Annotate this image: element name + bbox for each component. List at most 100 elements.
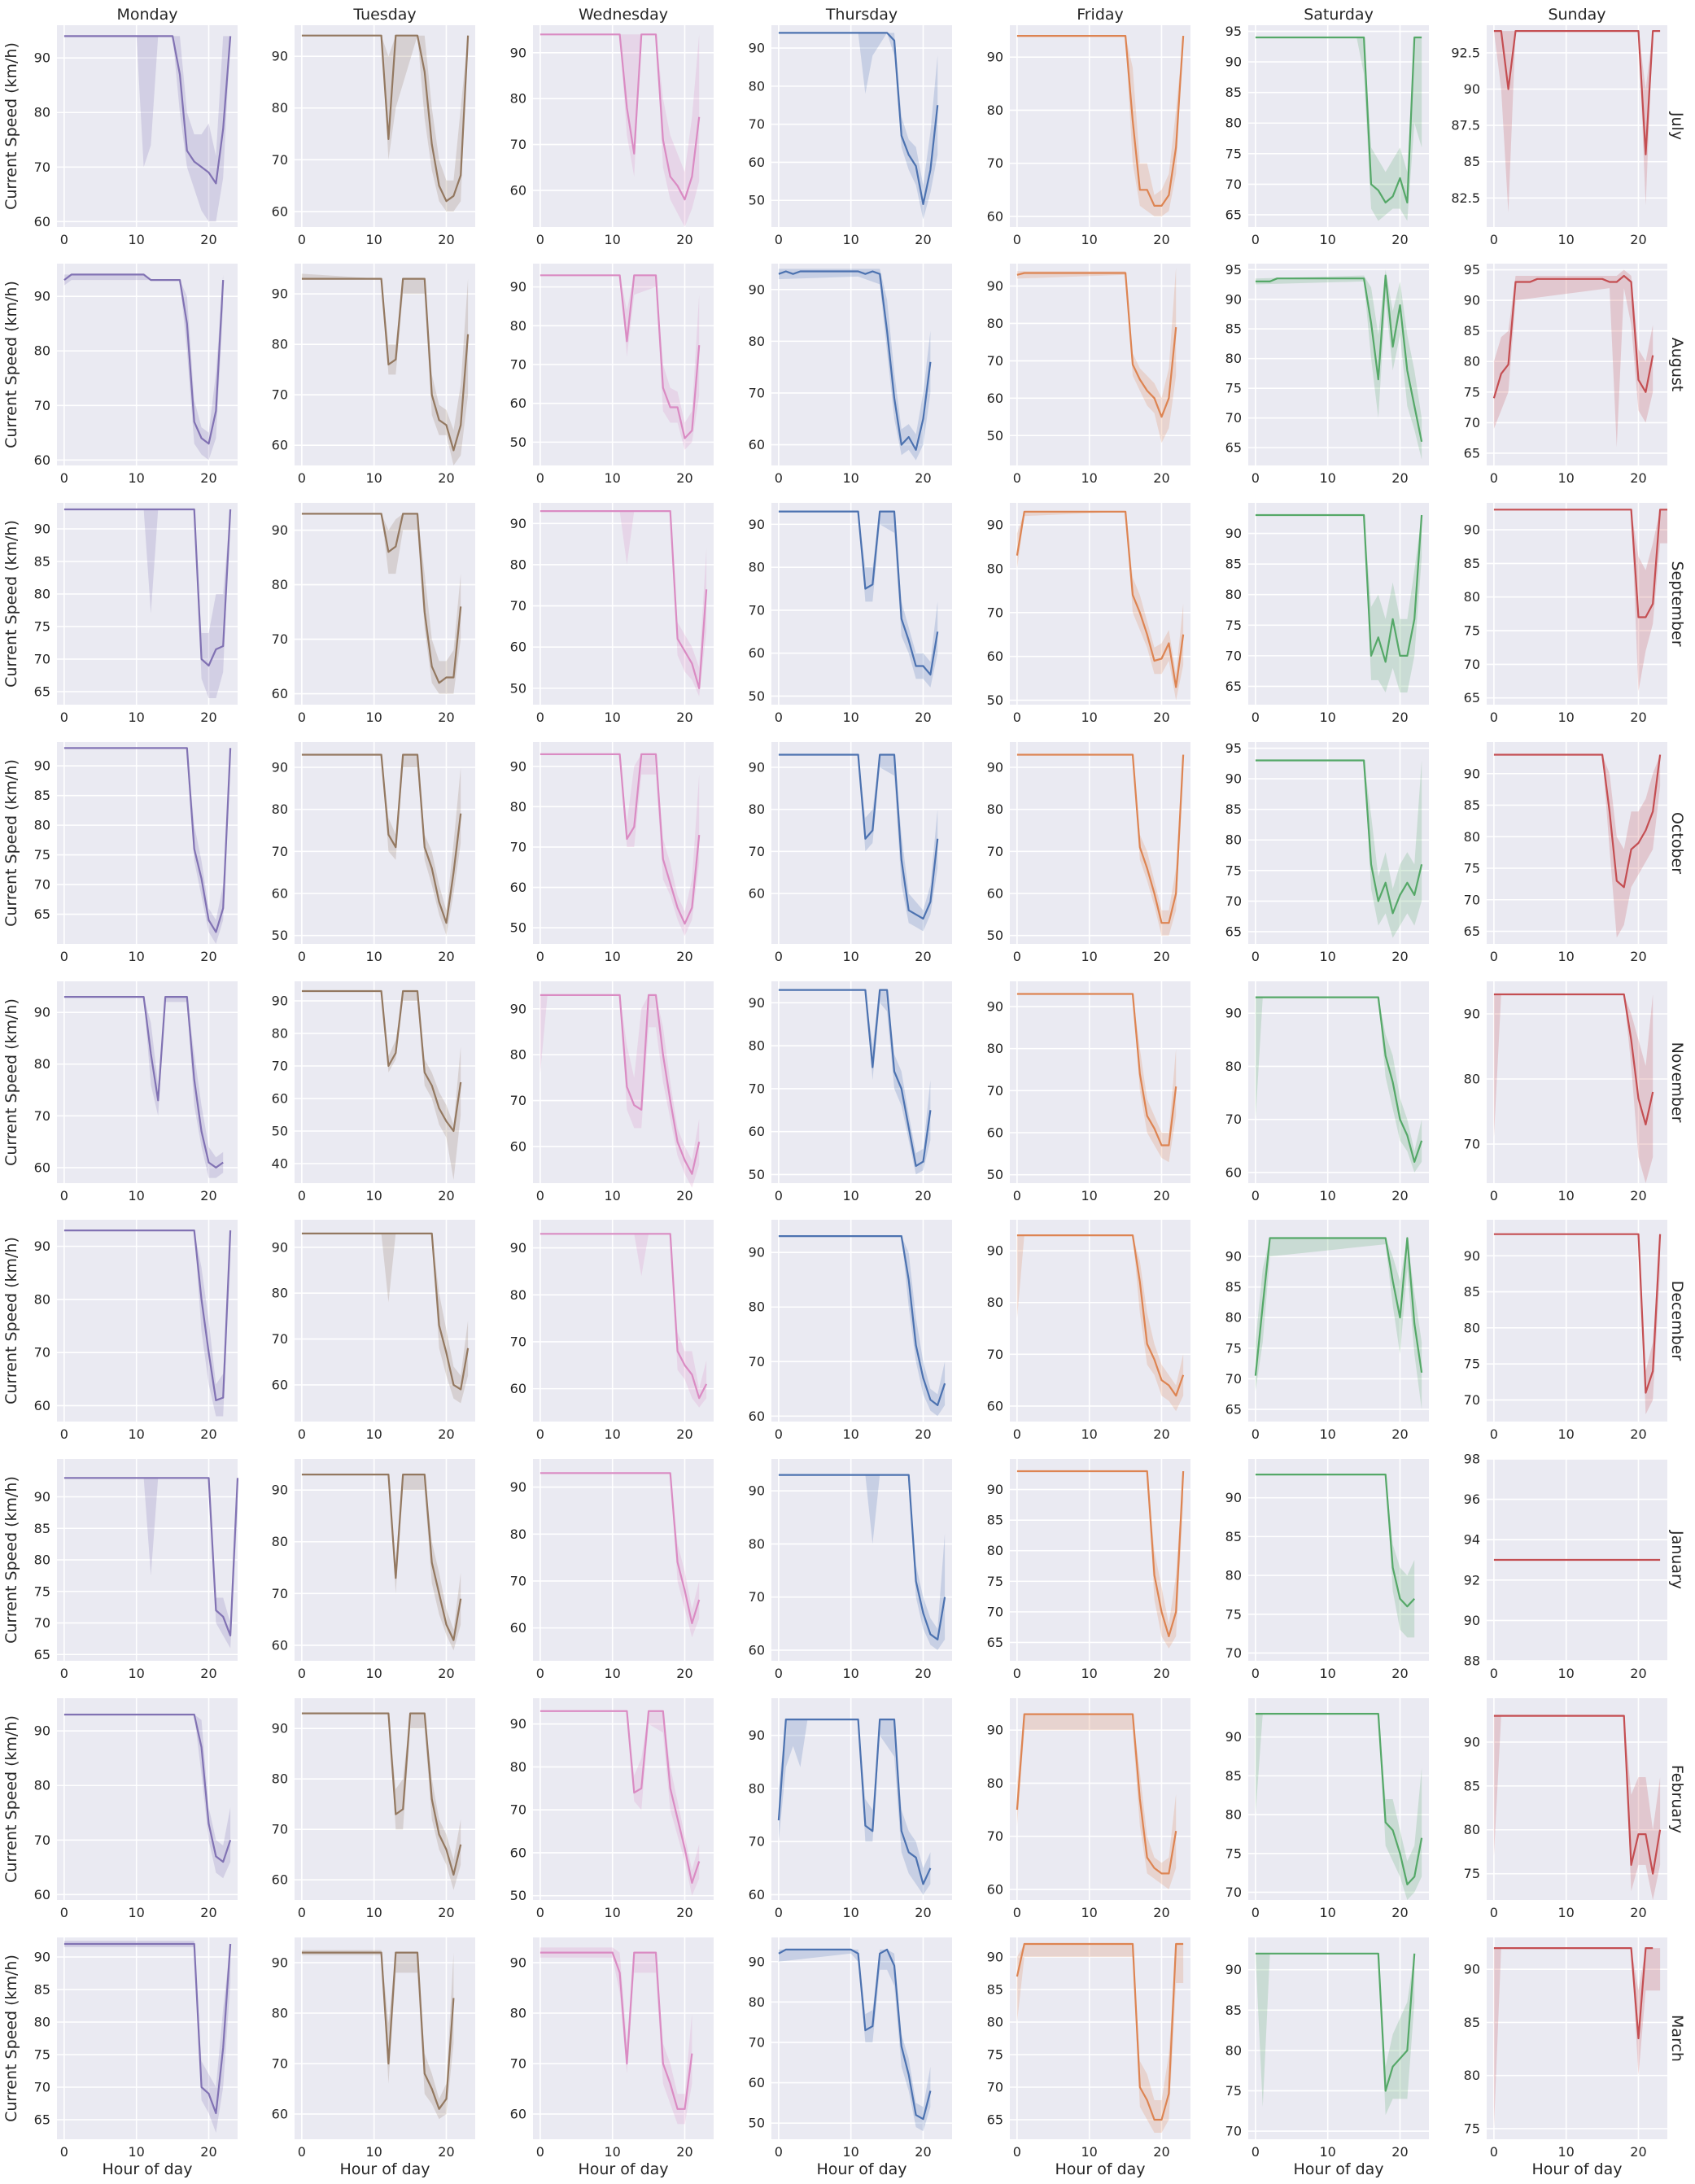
y-tick-label: 70 (1225, 1112, 1242, 1127)
plot-background (1248, 503, 1429, 705)
series-line (540, 1472, 701, 1625)
confidence-band (1016, 267, 1177, 443)
plot-background (1487, 1937, 1667, 2139)
series-line (1255, 759, 1423, 915)
y-tick-label: 60 (749, 1124, 765, 1139)
y-tick-label: 50 (510, 435, 526, 450)
series-line (63, 1714, 232, 1863)
series-line (301, 513, 462, 684)
y-tick-label: 50 (749, 688, 765, 704)
x-tick-label: 10 (843, 1188, 859, 1203)
x-tick-label: 10 (1081, 232, 1098, 247)
confidence-band (1255, 1474, 1415, 1638)
plot-background (533, 1937, 714, 2139)
y-tick-label: 75 (1464, 623, 1480, 639)
y-tick-label: 70 (510, 1334, 526, 1349)
y-tick-label: 70 (272, 1586, 288, 1601)
x-tick-label: 20 (200, 1188, 216, 1203)
y-tick-label: 60 (510, 2107, 526, 2122)
x-tick-label: 10 (1320, 1188, 1336, 1203)
y-tick-label: 80 (749, 802, 765, 817)
panel-october-saturday: 0 10 20 65 70 75 80 85 90 95 (1225, 740, 1429, 964)
y-tick-label: 90 (272, 1955, 288, 1971)
plot-background (1010, 981, 1190, 1183)
panel-january-friday: 0 10 20 65 70 75 80 85 90 (987, 1459, 1190, 1681)
y-tick-label: 88 (1464, 1653, 1480, 1669)
x-tick-label: 10 (1558, 232, 1575, 247)
confidence-band (778, 1236, 946, 1417)
plot-background (771, 264, 952, 465)
y-tick-label: 80 (1464, 2068, 1480, 2083)
y-tick-label: 70 (987, 605, 1003, 620)
x-tick-label: 0 (60, 1188, 68, 1203)
y-tick-label: 90 (1464, 1248, 1480, 1264)
y-tick-label: 80 (510, 1287, 526, 1303)
series-line (540, 994, 701, 1175)
x-tick-label: 10 (605, 949, 621, 964)
y-tick-label: 80 (987, 103, 1003, 118)
y-tick-label: 80 (272, 100, 288, 116)
y-tick-label: 70 (272, 387, 288, 403)
y-tick-label: 90 (749, 760, 765, 775)
x-tick-label: 20 (200, 949, 216, 964)
y-tick-label: 90 (987, 1950, 1003, 1965)
y-tick-label: 85 (1225, 321, 1242, 337)
y-tick-label: 50 (987, 692, 1003, 708)
y-tick-label: 90 (510, 1240, 526, 1256)
y-tick-label: 70 (987, 1347, 1003, 1362)
y-axis-title: Current Speed (km/h) (2, 998, 20, 1166)
panel-november-tuesday: 0 10 20 40 50 60 70 80 90 (272, 981, 475, 1203)
y-tick-label: 70 (510, 137, 526, 152)
x-tick-label: 10 (1081, 470, 1098, 486)
x-tick-label: 20 (1153, 1188, 1169, 1203)
panel-august-saturday: 0 10 20 65 70 75 80 85 90 95 (1225, 262, 1429, 486)
y-tick-label: 80 (1464, 589, 1480, 605)
plot-background (771, 503, 952, 705)
y-tick-label: 75 (1464, 2121, 1480, 2136)
panel-january-wednesday: 0 10 20 60 70 80 90 (510, 1459, 714, 1681)
confidence-band (301, 1950, 454, 2120)
x-tick-label: 10 (843, 470, 859, 486)
x-tick-label: 10 (366, 1905, 382, 1920)
y-tick-label: 90 (510, 1001, 526, 1016)
y-tick-label: 70 (987, 844, 1003, 859)
y-tick-label: 65 (1225, 1401, 1242, 1417)
y-tick-label: 65 (1225, 924, 1242, 939)
confidence-band (63, 1478, 238, 1649)
x-tick-label: 20 (1391, 710, 1408, 725)
x-tick-label: 0 (1490, 2144, 1498, 2160)
y-tick-label: 80 (749, 1780, 765, 1796)
y-tick-label: 80 (34, 105, 50, 120)
y-tick-label: 70 (1225, 2124, 1242, 2139)
y-tick-label: 60 (987, 886, 1003, 902)
x-tick-label: 10 (1558, 470, 1575, 486)
x-tick-label: 20 (1630, 2144, 1646, 2160)
x-tick-label: 20 (676, 710, 692, 725)
panel-july-monday: 0 10 20 60 70 80 90 (34, 25, 238, 247)
y-axis-title: Current Speed (km/h) (2, 281, 20, 448)
panel-october-tuesday: 0 10 20 50 60 70 80 90 (272, 742, 475, 964)
x-tick-label: 10 (843, 1905, 859, 1920)
y-tick-label: 90 (1225, 1962, 1242, 1977)
panel-february-friday: 0 10 20 60 70 80 90 (987, 1698, 1190, 1920)
y-tick-label: 60 (510, 395, 526, 411)
x-tick-label: 0 (298, 470, 306, 486)
panel-november-thursday: 0 10 20 50 60 70 80 90 (749, 981, 952, 1203)
x-tick-label: 0 (775, 1188, 783, 1203)
y-tick-label: 80 (987, 561, 1003, 576)
y-tick-label: 80 (1464, 1072, 1480, 1087)
y-tick-label: 70 (987, 1828, 1003, 1844)
y-tick-label: 70 (510, 1573, 526, 1588)
x-tick-label: 10 (366, 1426, 382, 1442)
confidence-band (1493, 31, 1661, 213)
y-tick-label: 50 (749, 2116, 765, 2131)
y-tick-label: 75 (1225, 1606, 1242, 1622)
y-tick-label: 90 (272, 1483, 288, 1498)
y-tick-label: 80 (749, 1536, 765, 1552)
y-tick-label: 70 (749, 1354, 765, 1369)
y-tick-label: 90 (1225, 1006, 1242, 1021)
series-line (63, 508, 232, 667)
x-tick-label: 10 (366, 232, 382, 247)
x-tick-label: 0 (536, 232, 544, 247)
confidence-band (1493, 754, 1661, 938)
